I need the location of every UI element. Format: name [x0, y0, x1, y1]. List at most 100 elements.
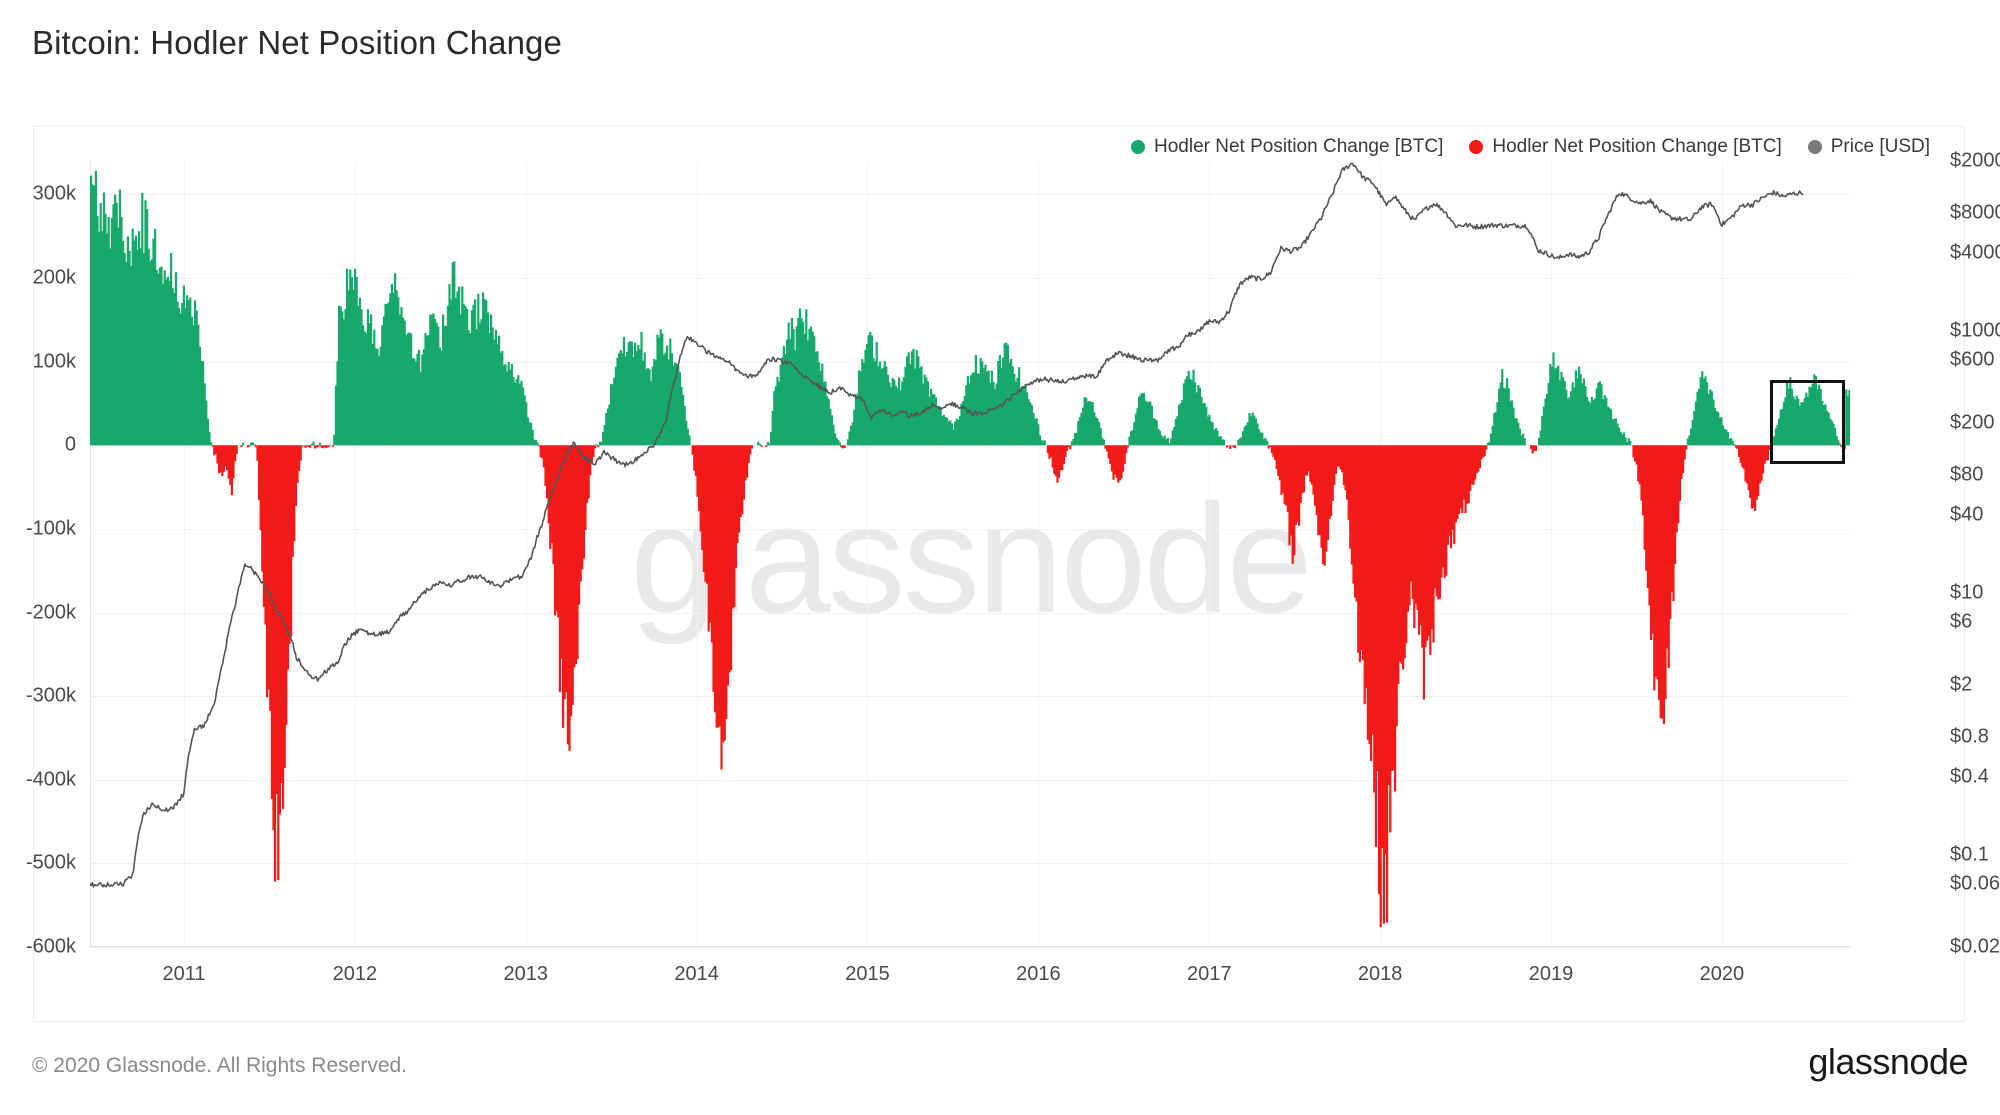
bar [1134, 413, 1137, 446]
bar [997, 360, 1000, 446]
bar [859, 371, 862, 446]
bar [558, 445, 561, 693]
bar [891, 378, 894, 446]
bar [147, 248, 150, 446]
bar [205, 400, 208, 446]
bar [883, 361, 886, 446]
bar [1376, 445, 1379, 772]
bar [1278, 445, 1281, 481]
bar [322, 445, 325, 449]
bar [1645, 445, 1648, 571]
bar [1581, 383, 1584, 446]
bar [256, 445, 259, 461]
bar [600, 441, 603, 446]
bar [1794, 399, 1797, 446]
bar [499, 352, 502, 446]
bar [349, 269, 352, 446]
bar [1688, 435, 1691, 446]
bar [962, 401, 965, 446]
bar [342, 319, 345, 446]
bar [435, 322, 438, 446]
bar [667, 359, 670, 446]
bar [438, 347, 441, 446]
bar [624, 356, 627, 446]
bar [1355, 445, 1358, 602]
bar [843, 445, 846, 448]
bar [1664, 445, 1667, 700]
legend-item-0[interactable]: Hodler Net Position Change [BTC] [1131, 136, 1443, 158]
bar [1725, 429, 1728, 446]
bar [1662, 445, 1665, 724]
bar [1058, 445, 1061, 478]
bar [350, 277, 353, 446]
bar [1781, 408, 1784, 446]
bar [565, 445, 568, 693]
bar [1771, 437, 1774, 446]
bar [1245, 425, 1248, 446]
bar [1251, 412, 1254, 446]
bar [1542, 406, 1545, 446]
legend-label: Price [USD] [1830, 136, 1930, 157]
bar [424, 332, 427, 446]
bar [1283, 445, 1286, 505]
bar [1805, 392, 1808, 446]
y-axis-right-tick: $8000 [1950, 201, 2000, 224]
bar [1320, 445, 1323, 548]
bar [1282, 445, 1285, 494]
bar [402, 317, 405, 446]
grid-line-y [90, 445, 1850, 447]
legend-item-2[interactable]: Price [USD] [1807, 136, 1930, 158]
bar [928, 396, 931, 446]
bar [765, 445, 768, 447]
bar [1826, 410, 1829, 446]
bar [557, 445, 560, 618]
bar [1154, 419, 1157, 446]
bar [334, 385, 337, 446]
bar [371, 343, 374, 446]
bar [282, 445, 285, 809]
bar [702, 445, 705, 573]
bar [1816, 389, 1819, 446]
bar [283, 445, 286, 768]
bar [280, 445, 283, 784]
bar [1299, 445, 1302, 503]
bar [787, 322, 790, 446]
bar [1802, 402, 1805, 446]
bar [872, 357, 875, 446]
bar [1435, 445, 1438, 597]
bar [299, 445, 302, 461]
bar [566, 445, 569, 745]
bar [1336, 445, 1339, 467]
bar [186, 295, 189, 446]
bar [640, 331, 643, 446]
bar [1050, 445, 1053, 458]
bar [821, 363, 824, 446]
bar [1422, 445, 1425, 700]
bar [96, 216, 99, 446]
bar [1146, 401, 1149, 446]
bar [158, 267, 161, 446]
bar [773, 390, 776, 446]
bar [946, 418, 949, 446]
bar [800, 318, 803, 446]
bar [1306, 445, 1309, 476]
bar [1474, 445, 1477, 480]
bar [128, 250, 131, 446]
bar [1632, 445, 1635, 458]
bar [981, 361, 984, 446]
bar [662, 354, 665, 446]
bar [1115, 445, 1118, 478]
bar [685, 420, 688, 446]
bar [739, 445, 742, 518]
bar [411, 358, 414, 446]
bar [904, 366, 907, 446]
bar [1162, 437, 1165, 446]
bar [866, 344, 869, 446]
bar [826, 396, 829, 446]
bar [525, 402, 528, 446]
bar [1730, 437, 1733, 446]
bar [1669, 445, 1672, 620]
bar [1459, 445, 1462, 509]
legend-item-1[interactable]: Hodler Net Position Change [BTC] [1469, 136, 1782, 158]
bar [734, 445, 737, 568]
